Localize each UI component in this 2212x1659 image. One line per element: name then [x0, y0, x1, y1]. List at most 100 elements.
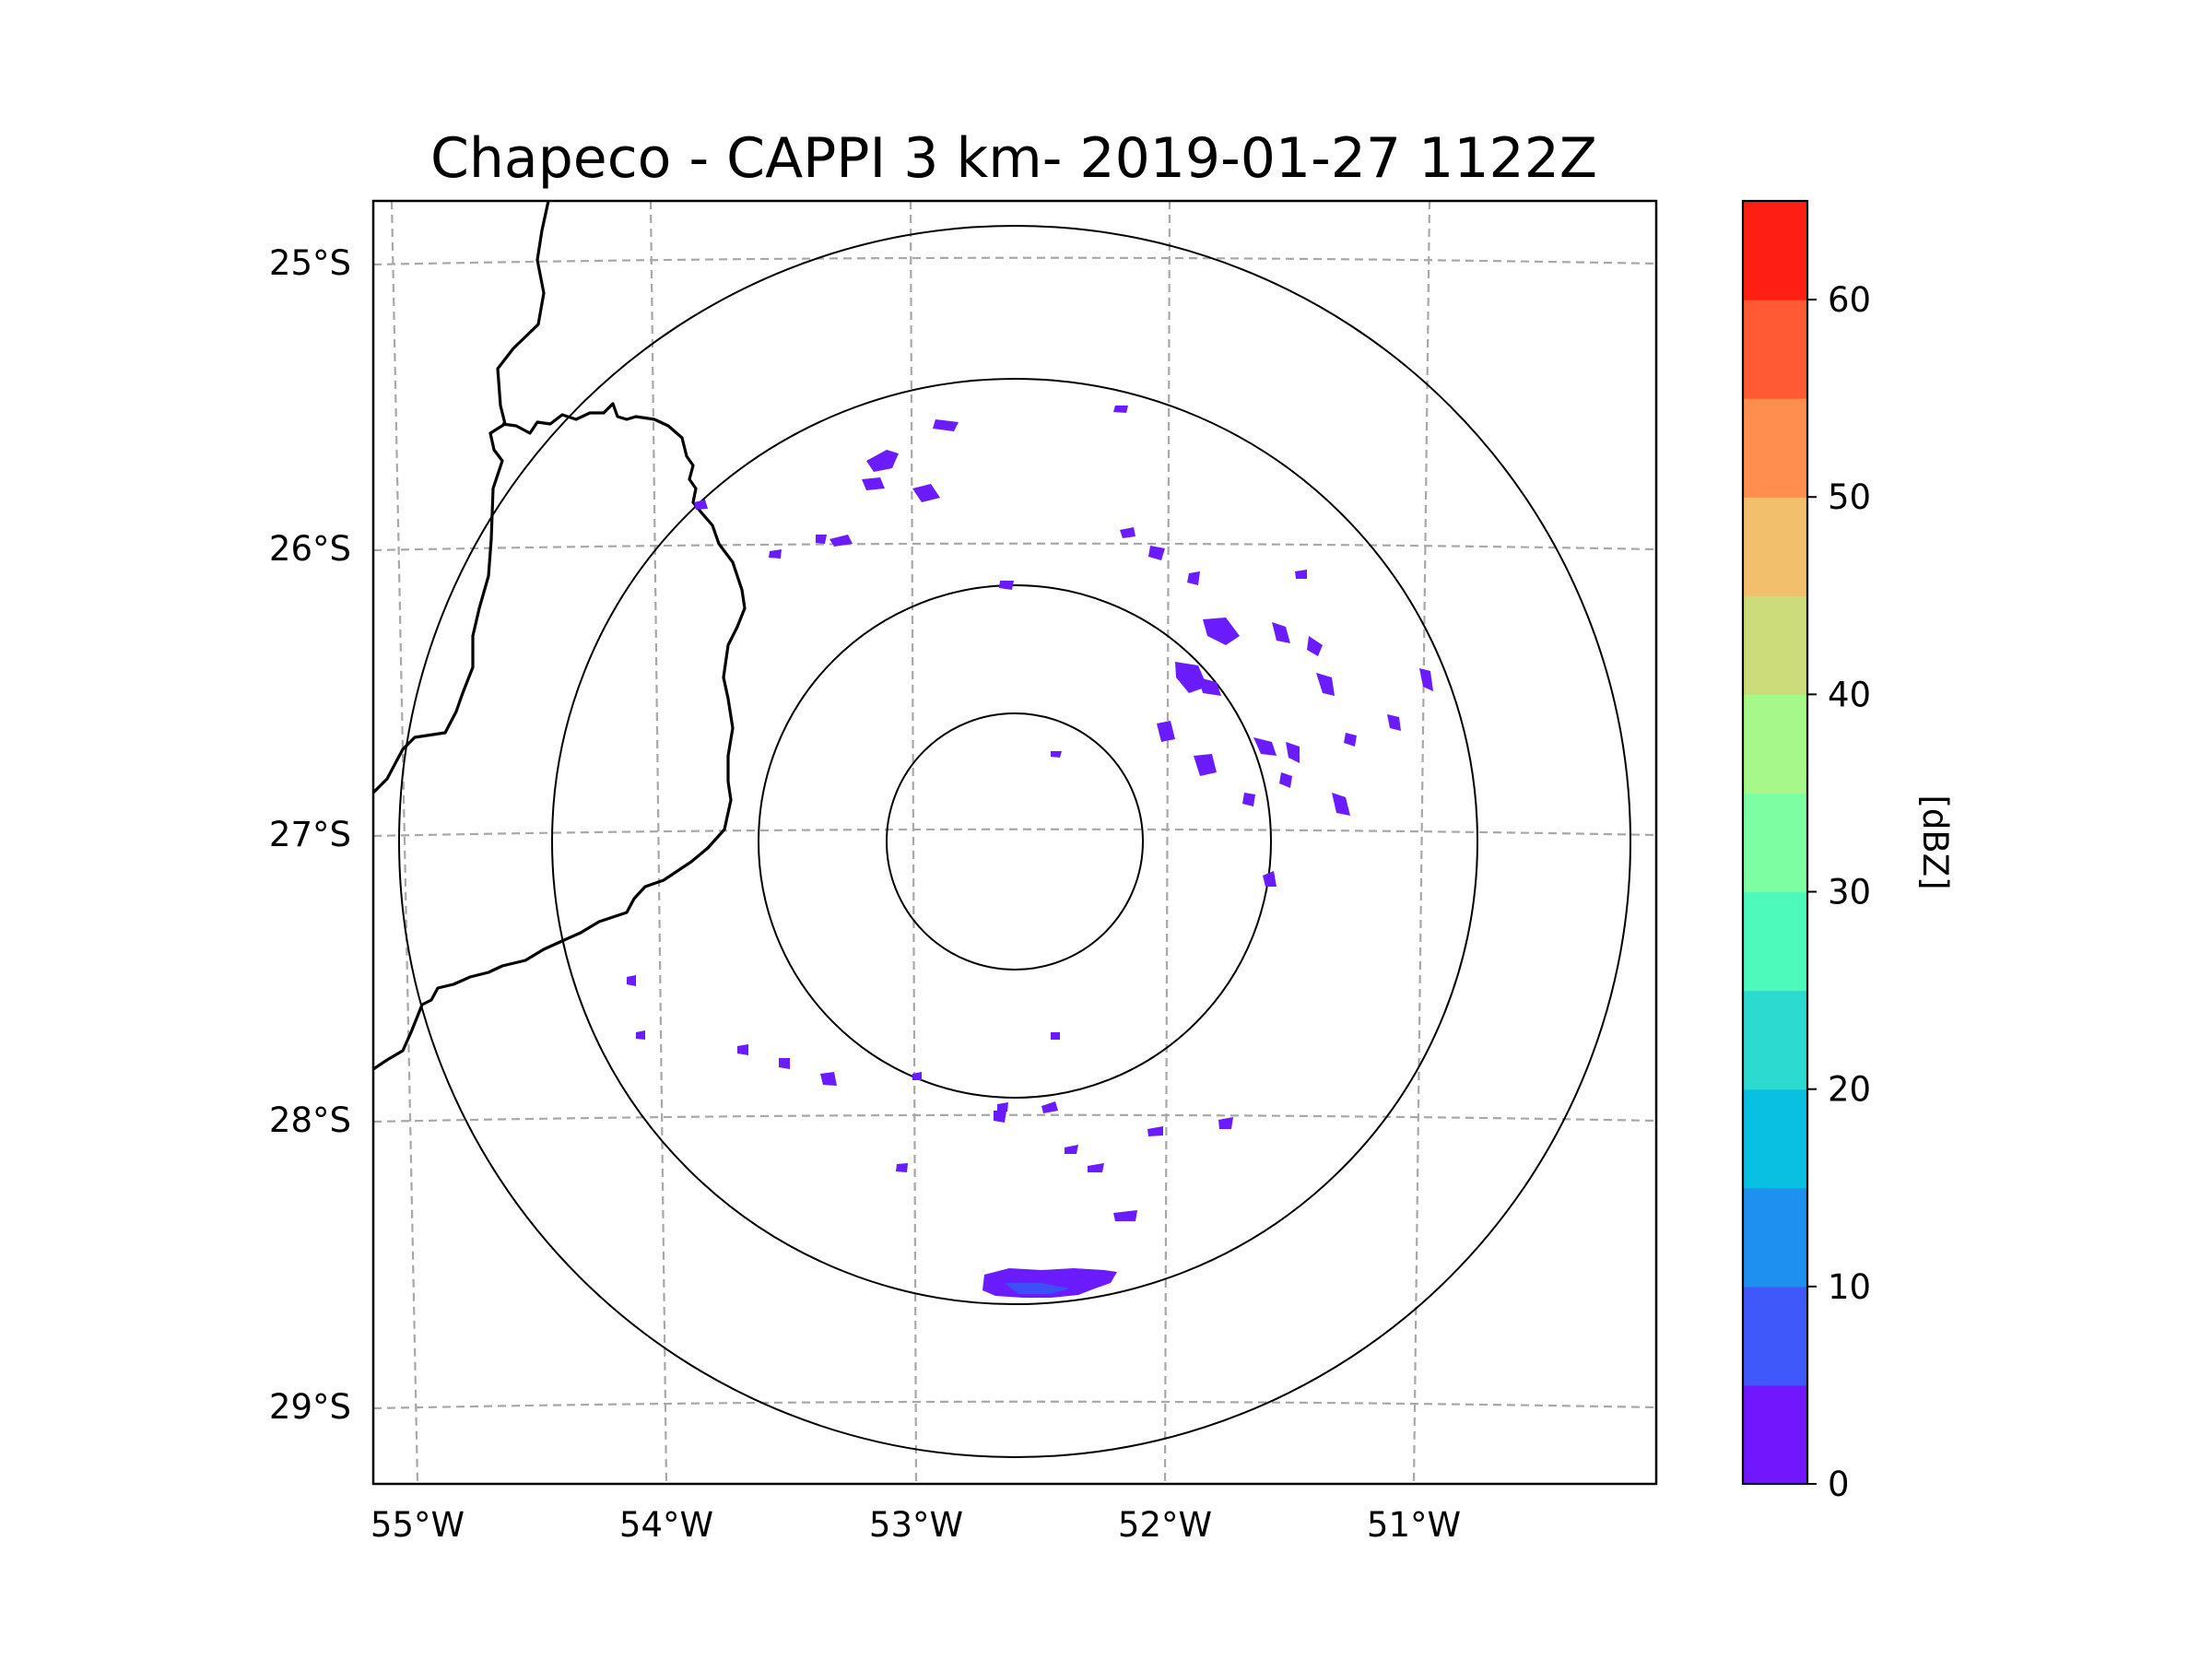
- echo-east-10: [1286, 742, 1300, 763]
- colorbar-segment: [1743, 201, 1807, 300]
- map-plot-area: [371, 199, 1658, 1486]
- colorbar-segment: [1743, 1187, 1807, 1288]
- echo-north-6: [830, 535, 853, 547]
- echo-scatter-12: [627, 975, 636, 986]
- echo-north-4: [933, 419, 959, 431]
- echo-north-7: [769, 549, 782, 559]
- gridline-lon-54: [649, 201, 668, 1484]
- map-frame: [371, 199, 1658, 1486]
- lon-label-53: 53°W: [869, 1505, 963, 1545]
- colorbar-segments: [1743, 201, 1807, 1485]
- echo-east-3: [1198, 677, 1221, 696]
- echo-east-7: [1157, 721, 1175, 742]
- lon-label-51: 51°W: [1367, 1505, 1461, 1545]
- echo-scatter-3: [1263, 871, 1277, 887]
- echo-east-9: [1253, 737, 1277, 756]
- gridline-lat-29: [373, 1400, 1656, 1410]
- echo-scatter-22: [912, 1072, 922, 1080]
- gridlines: [373, 201, 1656, 1484]
- latitude-labels: 25°S 26°S 27°S 28°S 29°S: [269, 243, 351, 1427]
- colorbar-tick-label: 40: [1828, 675, 1871, 714]
- colorbar-segment: [1743, 1384, 1807, 1485]
- echo-north-2: [862, 477, 885, 490]
- echo-east-1: [1203, 618, 1240, 645]
- colorbar-tick-label: 60: [1828, 280, 1871, 320]
- gridline-lon-51: [1412, 201, 1431, 1484]
- colorbar-segment: [1743, 1286, 1807, 1386]
- echo-north-3: [912, 484, 940, 502]
- range-ring-100km: [758, 584, 1272, 1099]
- echo-east-13: [1387, 714, 1401, 731]
- echo-scatter-21: [1051, 1032, 1060, 1040]
- state-borders: [373, 201, 747, 1071]
- lat-label-26: 26°S: [269, 529, 351, 569]
- range-ring-150km: [551, 378, 1478, 1305]
- echo-scatter-1: [1120, 527, 1135, 538]
- colorbar-segment: [1743, 398, 1807, 498]
- echo-east-12: [1279, 772, 1292, 788]
- lat-label-28: 28°S: [269, 1100, 351, 1140]
- range-rings: [398, 225, 1631, 1458]
- echo-scatter-19: [816, 535, 827, 544]
- gridline-lon-52: [1163, 201, 1171, 1484]
- colorbar-tick-label: 20: [1828, 1070, 1871, 1110]
- echo-east-6: [1316, 673, 1335, 696]
- echo-scatter-13: [636, 1030, 645, 1040]
- echo-scatter-2: [1295, 570, 1307, 579]
- echo-scatter-9: [820, 1072, 837, 1086]
- echo-scatter-10: [779, 1058, 790, 1069]
- echo-east-2: [1175, 662, 1207, 693]
- colorbar-tick-label: 50: [1828, 477, 1871, 517]
- lon-label-54: 54°W: [619, 1505, 713, 1545]
- colorbar-label: [dBZ]: [1915, 794, 1955, 889]
- colorbar-segment: [1743, 497, 1807, 596]
- echo-scatter-15: [1051, 751, 1062, 758]
- echo-scatter-16: [1147, 1126, 1163, 1136]
- gridline-lat-25: [373, 256, 1656, 266]
- echo-scatter-7: [1041, 1101, 1058, 1113]
- colorbar-segment: [1743, 793, 1807, 893]
- echo-scatter-4: [1218, 1117, 1233, 1129]
- echo-scatter-20: [997, 1102, 1008, 1112]
- echo-east-11: [1332, 793, 1350, 816]
- echo-scatter-6: [1088, 1163, 1104, 1172]
- lat-label-27: 27°S: [269, 815, 351, 854]
- colorbar-segment: [1743, 1088, 1807, 1189]
- colorbar-segment: [1743, 300, 1807, 399]
- echo-north-1: [866, 450, 899, 472]
- range-ring-250km: [398, 225, 1631, 1458]
- echo-east-16: [1242, 793, 1255, 806]
- longitude-labels: 55°W 54°W 53°W 52°W 51°W: [371, 1505, 1461, 1545]
- echo-north-5: [1113, 406, 1128, 413]
- lon-label-55: 55°W: [371, 1505, 465, 1545]
- echo-scatter-14: [896, 1163, 908, 1172]
- echo-north-9: [1187, 571, 1200, 585]
- echo-scatter-18: [694, 500, 708, 510]
- gridline-lon-53: [909, 201, 918, 1484]
- lat-label-25: 25°S: [269, 243, 351, 283]
- echo-east-15: [1344, 733, 1357, 747]
- colorbar-tick-label: 30: [1828, 873, 1871, 912]
- colorbar-segment: [1743, 990, 1807, 1090]
- echo-south-core: [1005, 1283, 1069, 1294]
- echo-east-5: [1307, 636, 1323, 656]
- echo-scatter-11: [737, 1044, 748, 1055]
- colorbar-segment: [1743, 694, 1807, 794]
- border-misiones-brazil: [373, 402, 747, 1071]
- gridline-lat-28: [373, 1113, 1656, 1124]
- colorbar-tick-label: 0: [1828, 1465, 1850, 1504]
- radar-echoes: [627, 406, 1433, 1298]
- echo-north-8: [1148, 546, 1165, 560]
- figure-title: Chapeco - CAPPI 3 km- 2019-01-27 1122Z: [430, 126, 1597, 191]
- gridline-lat-26: [373, 542, 1656, 552]
- colorbar: 0 10 20 30 40 50 60 [dBZ]: [1741, 199, 1955, 1504]
- gridline-lat-27: [373, 828, 1656, 838]
- gridline-lon-55: [390, 201, 419, 1484]
- colorbar-frame: [1741, 199, 1809, 1486]
- echo-scatter-5: [1113, 1210, 1137, 1221]
- echo-east-8: [1194, 754, 1217, 776]
- lon-label-52: 52°W: [1118, 1505, 1212, 1545]
- colorbar-ticks: 0 10 20 30 40 50 60: [1807, 280, 1871, 1504]
- echo-scatter-17: [1065, 1145, 1078, 1154]
